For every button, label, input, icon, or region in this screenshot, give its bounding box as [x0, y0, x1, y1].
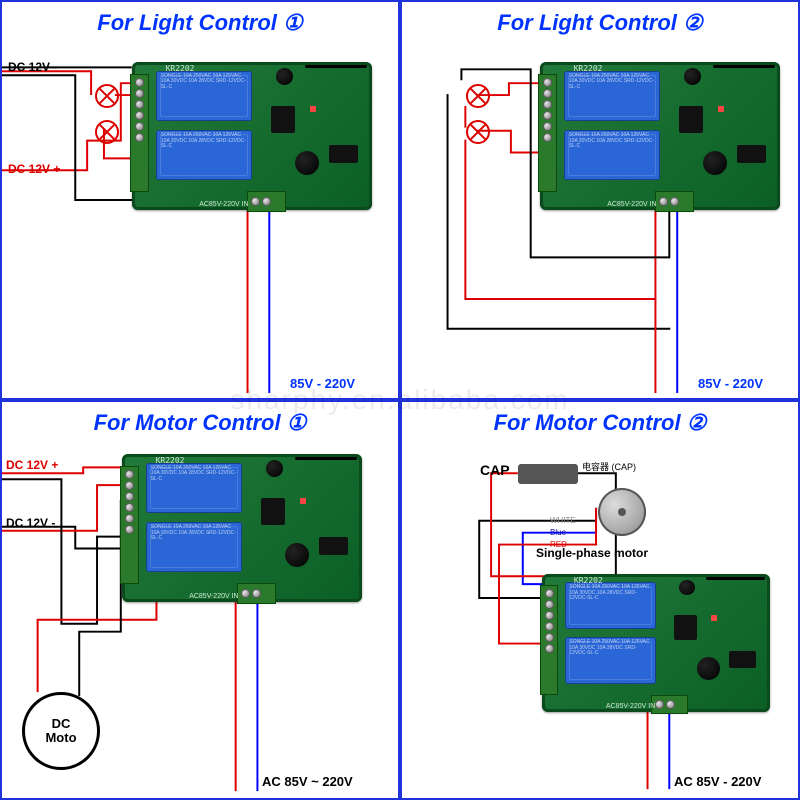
wire-label: DC 12V +: [6, 458, 58, 472]
wire-label: DC 12V -: [6, 516, 55, 530]
title-q3: For Motor Control ①: [94, 410, 307, 436]
cell-light-2: For Light Control ② SONGLE 10A 250VAC 10…: [400, 0, 800, 400]
dc-motor-icon: DCMoto: [22, 692, 100, 770]
wire-color-tag: Blue: [550, 528, 566, 537]
title-q2: For Light Control ②: [497, 10, 702, 36]
cell-light-1: For Light Control ① SONGLE 10A 250VAC 10…: [0, 0, 400, 400]
ac-input-label: 85V - 220V: [290, 376, 355, 391]
diagram-grid: For Light Control ① SONGLE 10A 250VAC 10…: [0, 0, 800, 800]
wire-color-tag: RED: [550, 540, 567, 549]
title-q1: For Light Control ①: [97, 10, 302, 36]
wire-color-tag: WHITE: [550, 516, 576, 525]
ac-input-label: 85V - 220V: [698, 376, 763, 391]
title-q4: For Motor Control ②: [494, 410, 707, 436]
capacitor-icon: [518, 464, 578, 484]
wire-label: DC 12V +: [8, 162, 60, 176]
relay-module-pcb: SONGLE 10A 250VAC 10A 125VAC 10A 30VDC 1…: [540, 62, 780, 210]
ac-input-label: AC 85V ~ 220V: [262, 774, 353, 789]
relay-module-pcb: SONGLE 10A 250VAC 10A 125VAC 10A 30VDC 1…: [132, 62, 372, 210]
lamp-icon: [466, 84, 490, 108]
cell-motor-1: For Motor Control ① SONGLE 10A 250VAC 10…: [0, 400, 400, 800]
cell-motor-2: For Motor Control ② SONGLE 10A 250VAC 10…: [400, 400, 800, 800]
single-phase-motor-icon: [598, 488, 646, 536]
wire-label: DC 12V -: [8, 60, 57, 74]
lamp-icon: [95, 84, 119, 108]
ac-input-label: AC 85V - 220V: [674, 774, 761, 789]
cap-chinese-label: 电容器 (CAP): [582, 460, 636, 473]
lamp-icon: [95, 120, 119, 144]
relay-module-pcb: SONGLE 10A 250VAC 10A 125VAC 10A 30VDC 1…: [542, 574, 770, 712]
relay-module-pcb: SONGLE 10A 250VAC 10A 125VAC 10A 30VDC 1…: [122, 454, 362, 602]
cap-label: CAP: [480, 462, 510, 478]
lamp-icon: [466, 120, 490, 144]
